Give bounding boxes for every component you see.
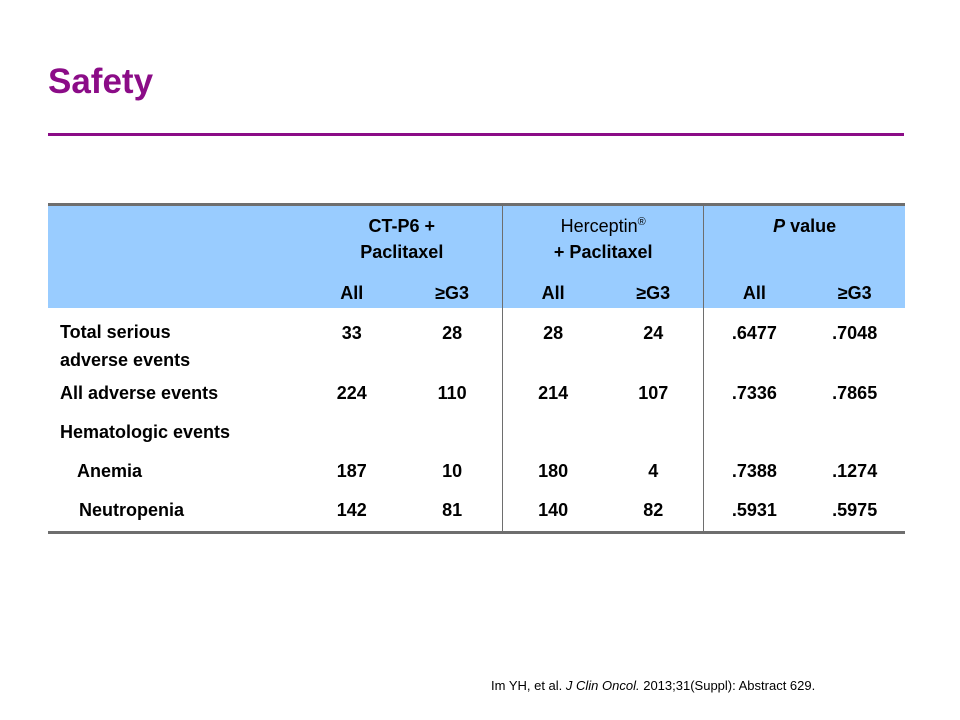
group-ctp6-line2: Paclitaxel — [360, 242, 444, 262]
group-pvalue-italic: P — [773, 216, 786, 236]
registered-mark: ® — [637, 216, 646, 228]
subheader-ctp6-g3: ≥G3 — [435, 282, 470, 303]
header-empty-cell — [48, 205, 301, 278]
table-cell: 28 — [502, 307, 604, 374]
table-cell — [804, 413, 905, 452]
group-header-pvalue: P value — [703, 204, 905, 278]
table-cell: 82 — [643, 500, 664, 520]
table-cell: 10 — [442, 461, 463, 481]
table-cell: 224 — [336, 383, 367, 403]
table-cell: 140 — [502, 490, 604, 532]
row-label-anemia: Anemia — [77, 461, 143, 481]
table-row-all-adverse: All adverse events 224 110 214 107 .7336… — [48, 373, 905, 413]
table-cell: 24 — [643, 322, 664, 343]
table-cell: .1274 — [832, 461, 878, 481]
table-cell: .7865 — [832, 383, 878, 403]
table-row-total-serious: Total serious adverse events 33 28 28 24… — [48, 307, 905, 374]
table-cell — [402, 413, 503, 452]
table-cell: 180 — [502, 451, 604, 491]
citation-authors: Im YH, et al. — [491, 678, 566, 693]
subheader-herceptin-all: All — [502, 277, 604, 308]
row-label-total-serious: Total serious adverse events — [48, 308, 301, 374]
table-cell — [703, 412, 805, 452]
table-cell: 33 — [341, 322, 362, 343]
table-cell: 28 — [442, 322, 463, 343]
slide-title: Safety — [48, 62, 154, 101]
table-cell: 187 — [336, 461, 367, 481]
table-cell — [301, 413, 402, 452]
citation-journal: J Clin Oncol. — [565, 678, 640, 693]
subheader-empty-cell — [48, 278, 301, 308]
group-header-herceptin: Herceptin® + Paclitaxel — [502, 204, 704, 278]
table-cell: 142 — [336, 500, 367, 520]
row-label-all-adverse: All adverse events — [60, 383, 219, 403]
safety-table: CT-P6 + Paclitaxel Herceptin® + Paclitax… — [48, 203, 905, 534]
citation: Im YH, et al. J Clin Oncol. 2013;31(Supp… — [491, 678, 815, 693]
safety-table-container: CT-P6 + Paclitaxel Herceptin® + Paclitax… — [48, 203, 905, 534]
table-cell — [502, 412, 604, 452]
table-cell: 110 — [437, 383, 467, 403]
table-cell: 107 — [638, 383, 669, 403]
subheader-row: All ≥G3 All ≥G3 All ≥G3 — [48, 277, 905, 308]
row-label-line2: adverse events — [60, 349, 191, 370]
table-cell — [603, 413, 704, 452]
group-herceptin-line2: + Paclitaxel — [553, 242, 653, 262]
group-header-ctp6: CT-P6 + Paclitaxel — [301, 205, 502, 278]
citation-details: 2013;31(Suppl): Abstract 629. — [639, 678, 816, 693]
row-label-neutropenia: Neutropenia — [79, 500, 185, 520]
subheader-pvalue-all: All — [703, 277, 805, 308]
table-cell: .6477 — [703, 307, 805, 374]
group-herceptin-name: Herceptin — [560, 216, 638, 236]
table-cell: .7048 — [832, 322, 878, 343]
table-cell: .7388 — [703, 451, 805, 491]
group-header-row: CT-P6 + Paclitaxel Herceptin® + Paclitax… — [48, 204, 905, 278]
table-cell: 4 — [648, 461, 659, 481]
subheader-herceptin-g3: ≥G3 — [636, 282, 671, 303]
table-cell: .5975 — [832, 500, 878, 520]
title-divider — [48, 133, 904, 136]
table-cell: 81 — [442, 500, 463, 520]
subheader-pvalue-g3: ≥G3 — [837, 282, 872, 303]
group-ctp6-line1: CT-P6 + — [368, 216, 436, 236]
row-label-hematologic: Hematologic events — [60, 422, 231, 442]
table-row-neutropenia: Neutropenia 142 81 140 82 .5931 .5975 — [48, 490, 905, 532]
table-cell: .5931 — [703, 490, 805, 532]
table-row-hematologic: Hematologic events — [48, 412, 905, 452]
table-row-anemia: Anemia 187 10 180 4 .7388 .1274 — [48, 451, 905, 491]
subheader-ctp6-all: All — [340, 282, 364, 303]
group-pvalue-text: value — [785, 216, 837, 236]
table-cell: 214 — [502, 373, 604, 413]
table-cell: .7336 — [703, 373, 805, 413]
row-label-line1: Total serious — [60, 321, 171, 342]
